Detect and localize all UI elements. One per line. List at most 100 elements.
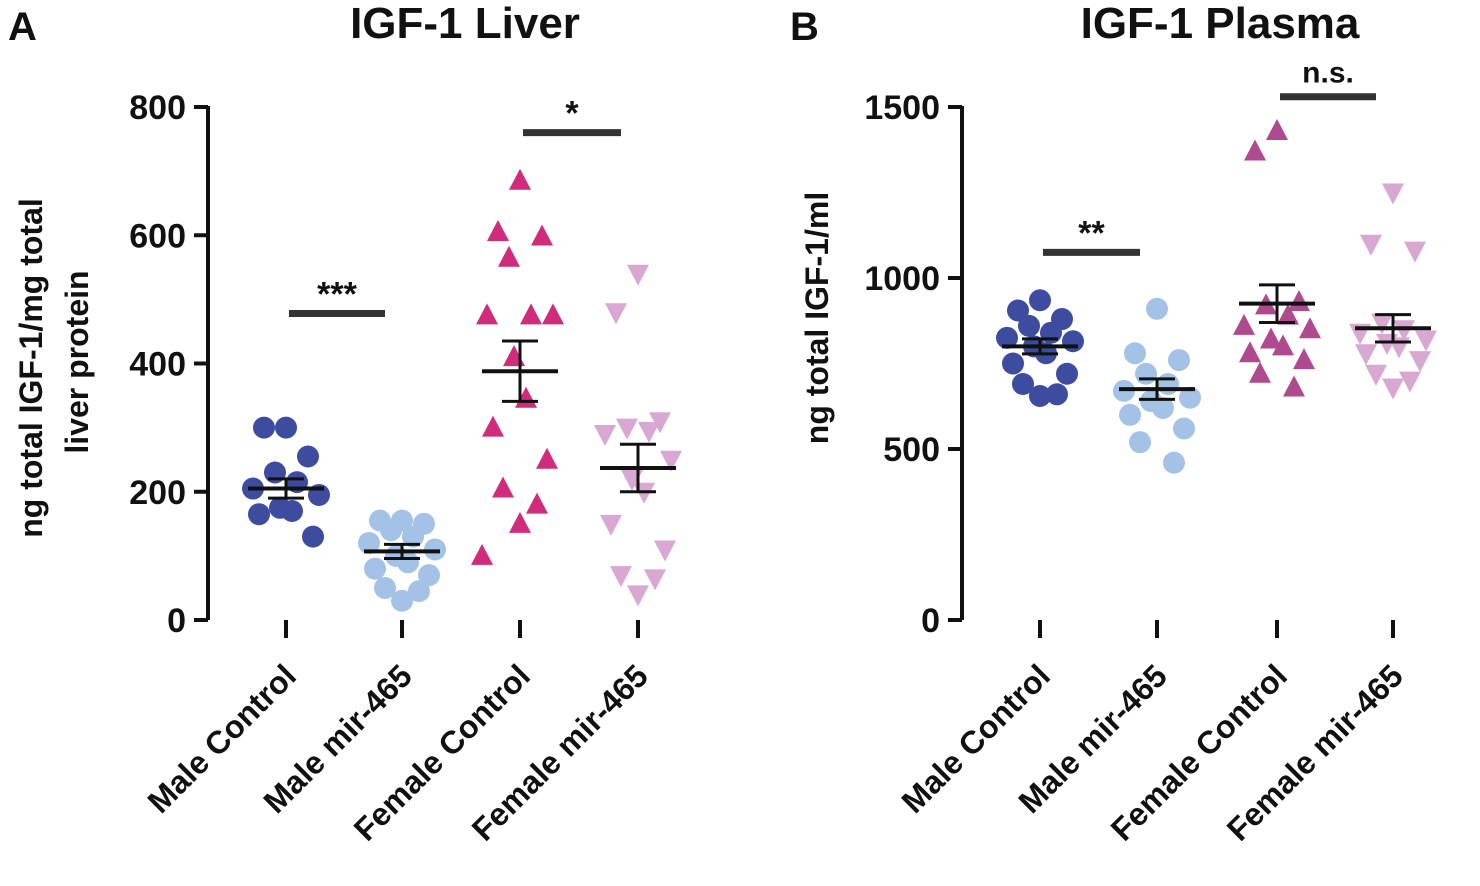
data-point bbox=[374, 576, 396, 599]
data-point bbox=[1163, 451, 1185, 474]
chart-title: IGF-1 Liver bbox=[350, 0, 580, 48]
data-point bbox=[1152, 396, 1174, 419]
data-point bbox=[638, 421, 660, 443]
data-point bbox=[536, 447, 558, 469]
data-point bbox=[1119, 403, 1141, 426]
data-point bbox=[1299, 317, 1321, 339]
data-point bbox=[1129, 431, 1151, 454]
data-point bbox=[1012, 373, 1034, 396]
data-point bbox=[594, 425, 616, 447]
data-point bbox=[1288, 289, 1310, 311]
data-point bbox=[1146, 297, 1168, 320]
data-point bbox=[1293, 348, 1315, 370]
data-point bbox=[492, 476, 514, 498]
data-point bbox=[1124, 342, 1146, 365]
panel-igf1-liver: A IGF-1 Liver ng total IGF-1/mg total li… bbox=[8, 0, 682, 848]
y-axis-label-line-2: liver protein bbox=[59, 270, 95, 453]
y-tick-label: 0 bbox=[167, 602, 186, 640]
chart-title: IGF-1 Plasma bbox=[1081, 0, 1360, 48]
y-tick-label: 400 bbox=[129, 346, 186, 384]
data-point bbox=[1283, 375, 1305, 397]
data-point bbox=[1179, 386, 1201, 409]
data-point bbox=[1040, 321, 1062, 344]
data-point bbox=[1404, 241, 1426, 263]
y-axis-label-line-1: ng total IGF-1/mg total bbox=[13, 198, 49, 538]
data-point bbox=[1355, 344, 1377, 366]
data-point bbox=[1029, 289, 1051, 312]
significance-label: *** bbox=[317, 275, 357, 313]
data-point bbox=[520, 303, 542, 325]
significance-label: n.s. bbox=[1302, 57, 1354, 90]
data-point bbox=[1002, 352, 1024, 375]
data-point bbox=[627, 585, 649, 607]
data-point bbox=[1415, 330, 1437, 352]
y-tick-label: 800 bbox=[129, 89, 186, 127]
data-point bbox=[600, 514, 622, 536]
data-point bbox=[610, 566, 632, 588]
data-point bbox=[380, 519, 402, 542]
data-point bbox=[1365, 364, 1387, 386]
data-point bbox=[1393, 320, 1415, 342]
data-point bbox=[1029, 384, 1051, 407]
data-point bbox=[654, 540, 676, 562]
data-point bbox=[275, 416, 297, 439]
data-point bbox=[515, 386, 537, 408]
panel-label: B bbox=[790, 5, 819, 49]
data-point bbox=[397, 551, 419, 574]
data-point bbox=[660, 450, 682, 472]
data-point bbox=[996, 326, 1018, 349]
data-point bbox=[476, 303, 498, 325]
data-point bbox=[391, 589, 413, 612]
data-point bbox=[1062, 330, 1084, 353]
data-point bbox=[248, 503, 270, 526]
data-point bbox=[644, 569, 666, 591]
data-point bbox=[302, 525, 324, 548]
significance-label: * bbox=[565, 95, 579, 133]
data-point bbox=[1233, 313, 1255, 335]
data-point bbox=[605, 303, 627, 325]
data-point bbox=[408, 580, 430, 603]
data-point bbox=[358, 532, 380, 555]
data-point bbox=[281, 499, 303, 522]
data-point bbox=[253, 416, 275, 439]
data-point bbox=[1277, 303, 1299, 325]
data-point bbox=[627, 264, 649, 286]
y-tick-label: 600 bbox=[129, 217, 186, 255]
data-point bbox=[1173, 417, 1195, 440]
data-point bbox=[1249, 361, 1271, 383]
data-point bbox=[616, 418, 638, 440]
data-point bbox=[482, 415, 504, 437]
data-point bbox=[1382, 183, 1404, 205]
data-point bbox=[503, 345, 525, 367]
data-point bbox=[1239, 341, 1261, 363]
y-tick-label: 500 bbox=[883, 431, 940, 469]
data-point bbox=[1260, 327, 1282, 349]
data-point bbox=[418, 564, 440, 587]
data-point bbox=[402, 525, 424, 548]
data-point bbox=[1409, 351, 1431, 373]
data-point bbox=[542, 303, 564, 325]
data-point bbox=[1382, 378, 1404, 400]
data-point bbox=[1168, 349, 1190, 372]
data-point bbox=[487, 220, 509, 242]
data-point bbox=[1046, 383, 1068, 406]
data-point bbox=[649, 412, 671, 434]
y-tick-label: 200 bbox=[129, 474, 186, 512]
data-point bbox=[1244, 139, 1266, 161]
y-tick-label: 1000 bbox=[864, 260, 940, 298]
significance-label: ** bbox=[1078, 214, 1105, 252]
y-tick-label: 1500 bbox=[864, 89, 940, 127]
data-point bbox=[526, 492, 548, 514]
data-point bbox=[498, 245, 520, 267]
y-tick-label: 0 bbox=[921, 602, 940, 640]
panel-igf1-plasma: B IGF-1 Plasma ng total IGF-1/ml 0 500 100… bbox=[790, 0, 1437, 848]
data-point bbox=[1056, 362, 1078, 385]
data-point bbox=[1018, 314, 1040, 337]
data-point bbox=[1266, 118, 1288, 140]
data-point bbox=[509, 168, 531, 190]
data-point bbox=[364, 557, 386, 580]
data-point bbox=[1135, 362, 1157, 385]
data-point bbox=[471, 543, 493, 565]
